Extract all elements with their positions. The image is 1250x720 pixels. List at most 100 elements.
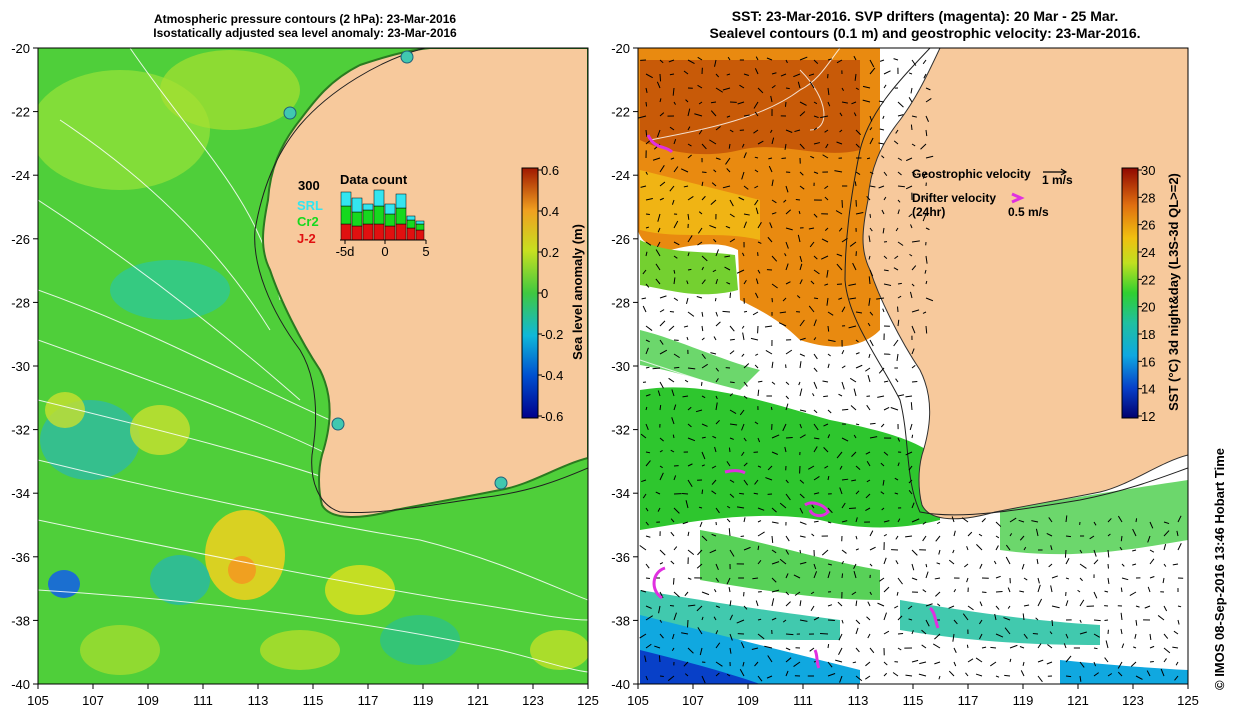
velocity-arrow	[671, 417, 675, 425]
velocity-arrow	[701, 451, 706, 460]
velocity-arrow	[755, 292, 759, 299]
velocity-arrow	[659, 465, 663, 469]
velocity-arrow	[644, 655, 647, 663]
velocity-arrow	[755, 56, 759, 61]
velocity-arrow	[785, 549, 790, 555]
velocity-arrow	[743, 517, 746, 523]
velocity-arrow	[715, 311, 719, 317]
velocity-arrow	[757, 140, 764, 145]
velocity-arrow	[821, 549, 829, 556]
velocity-arrow	[657, 507, 661, 512]
velocity-arrow	[764, 645, 773, 649]
velocity-arrow	[713, 169, 717, 173]
velocity-arrow	[905, 395, 913, 398]
velocity-arrow	[757, 241, 762, 244]
velocity-arrow	[687, 108, 691, 117]
velocity-arrow	[952, 549, 955, 554]
velocity-arrow	[659, 197, 664, 201]
velocity-arrow	[659, 165, 665, 173]
velocity-arrow	[645, 605, 652, 609]
sst-green-warm-edge	[640, 240, 738, 295]
velocity-arrow	[813, 269, 820, 275]
velocity-arrow	[670, 449, 675, 453]
australia-land-left	[262, 48, 588, 518]
velocity-arrow	[879, 128, 885, 131]
velocity-arrow	[841, 478, 849, 481]
drifter-tracks	[646, 134, 940, 669]
velocity-arrow	[1174, 675, 1179, 681]
velocity-arrow	[1037, 675, 1043, 683]
velocity-arrow	[727, 505, 731, 509]
velocity-arrow	[911, 380, 918, 383]
velocity-arrow	[1172, 646, 1179, 649]
lat-tick-label: -40	[11, 677, 30, 692]
velocity-arrow	[715, 402, 718, 411]
velocity-arrow	[729, 479, 735, 483]
velocity-arrow	[869, 137, 874, 145]
velocity-arrow	[855, 465, 861, 470]
tide-gauge-markers	[283, 50, 508, 490]
velocity-arrow	[1135, 518, 1138, 523]
velocity-arrow	[715, 321, 721, 327]
velocity-arrow	[911, 549, 918, 556]
velocity-arrow	[925, 255, 928, 264]
velocity-arrow	[771, 434, 780, 439]
left-longitude-axis: 105 107 109 111 113 115 117 119 121 123 125	[27, 684, 599, 708]
lat-tick-label: -34	[611, 486, 630, 501]
velocity-arrow	[1162, 577, 1165, 584]
velocity-arrow	[771, 84, 776, 89]
velocity-arrow	[743, 152, 747, 159]
velocity-arrow	[655, 249, 661, 257]
velocity-arrow	[794, 591, 801, 596]
velocity-arrow	[918, 673, 927, 677]
velocity-arrow	[785, 591, 790, 596]
velocity-arrow	[866, 157, 871, 160]
lon-tick-label: 115	[303, 693, 324, 708]
velocity-arrow	[948, 559, 955, 565]
velocity-arrow	[715, 157, 721, 160]
velocity-arrow	[813, 409, 818, 414]
velocity-arrow	[757, 559, 762, 565]
velocity-arrow	[827, 507, 833, 514]
velocity-arrow	[827, 101, 831, 107]
colorbar-tick-label: -0.6	[541, 409, 563, 424]
velocity-arrow	[659, 619, 663, 623]
velocity-arrow	[687, 367, 696, 370]
velocity-arrow	[810, 155, 815, 159]
velocity-arrow	[672, 633, 675, 640]
velocity-arrow	[713, 616, 717, 621]
velocity-arrow	[813, 353, 818, 360]
drifter-velocity-label: Drifter velocity	[912, 191, 996, 205]
velocity-arrow	[658, 605, 661, 614]
velocity-arrow	[869, 171, 874, 175]
colorbar-tick-label: 20	[1141, 300, 1155, 315]
velocity-arrow	[799, 507, 804, 514]
colorbar-tick-label: 14	[1141, 382, 1155, 397]
velocity-arrow	[1065, 558, 1070, 565]
velocity-arrow	[813, 616, 820, 621]
velocity-arrow	[855, 517, 858, 523]
velocity-arrow	[827, 58, 832, 61]
velocity-arrow	[659, 339, 664, 345]
velocity-arrow	[911, 283, 915, 287]
velocity-arrow	[1089, 535, 1095, 540]
velocity-arrow	[715, 630, 719, 635]
colorbar-tick-label: -0.2	[541, 327, 563, 342]
velocity-arrow	[799, 337, 806, 341]
velocity-arrow	[1132, 563, 1137, 566]
velocity-arrow	[1005, 544, 1011, 551]
velocity-arrow	[670, 518, 675, 523]
lon-tick-label: 113	[848, 693, 869, 708]
velocity-arrow	[750, 337, 759, 341]
velocity-arrow	[669, 73, 675, 76]
velocity-arrow	[673, 241, 680, 246]
velocity-arrow	[771, 521, 779, 524]
lat-tick-label: -20	[611, 41, 630, 56]
right-map-title: SST: 23-Mar-2016. SVP drifters (magenta)…	[640, 8, 1210, 42]
velocity-arrow	[808, 465, 815, 470]
velocity-arrow	[883, 534, 887, 537]
velocity-arrow	[701, 535, 708, 542]
velocity-arrow	[697, 227, 703, 234]
velocity-arrow	[729, 633, 733, 641]
